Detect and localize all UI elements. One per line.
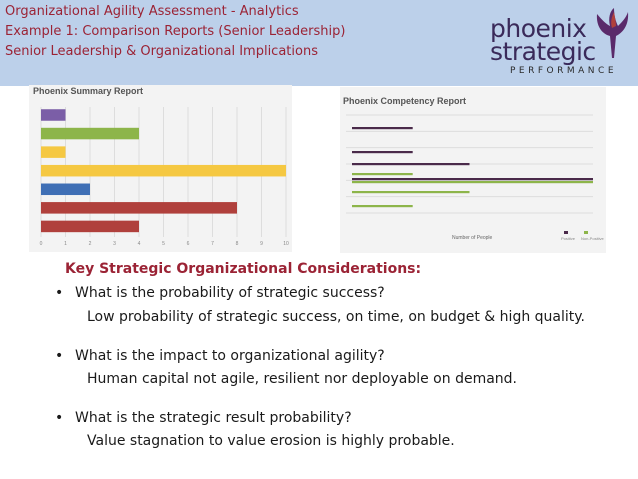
summary-x-tick-label: 10 <box>283 241 289 247</box>
competency-bar <box>352 178 593 181</box>
summary-bar <box>41 146 66 158</box>
summary-x-tick-label: 4 <box>138 241 141 247</box>
competency-bar <box>352 191 470 194</box>
summary-x-tick-label: 0 <box>40 241 43 247</box>
competency-chart-title: Phoenix Competency Report <box>343 96 467 106</box>
question-1-text: What is the probability of strategic suc… <box>75 285 385 301</box>
bullet-icon: • <box>55 410 64 426</box>
logo-word-phoenix: phoenix <box>490 14 587 43</box>
competency-bar <box>352 181 593 184</box>
summary-x-tick-label: 1 <box>64 241 67 247</box>
summary-x-tick-label: 3 <box>113 241 116 247</box>
competency-bar <box>352 151 413 154</box>
title-banner: Organizational Agility Assessment - Anal… <box>0 0 638 86</box>
bullet-icon: • <box>55 285 64 301</box>
competency-x-axis-label: Number of People <box>452 235 493 241</box>
question-2-text: What is the impact to organizational agi… <box>75 348 385 364</box>
question-3: • What is the strategic result probabilit… <box>55 410 352 426</box>
title-line-1: Organizational Agility Assessment - Anal… <box>5 4 299 19</box>
phoenix-strategic-logo: phoenix strategic PERFORMANCE <box>484 2 634 82</box>
question-2: • What is the impact to organizational ag… <box>55 348 385 364</box>
competency-bar <box>352 127 413 130</box>
competency-bar <box>352 205 413 208</box>
summary-x-tick-label: 2 <box>89 241 92 247</box>
summary-x-tick-label: 6 <box>187 241 190 247</box>
title-line-3: Senior Leadership & Organizational Impli… <box>5 44 318 59</box>
logo-word-strategic: strategic <box>490 37 596 66</box>
summary-bars <box>41 109 286 233</box>
competency-legend: Positive Non-Positive <box>561 231 604 241</box>
competency-chart-panel: Phoenix Competency Report Number of Peop… <box>340 87 606 253</box>
competency-bar <box>352 163 470 166</box>
answer-1: Low probability of strategic success, on… <box>87 309 585 325</box>
legend-label: Non-Positive <box>581 236 604 241</box>
summary-bar <box>41 109 66 121</box>
summary-x-tick-label: 5 <box>162 241 165 247</box>
answer-2: Human capital not agile, resilient nor d… <box>87 371 517 387</box>
summary-bar <box>41 127 139 140</box>
question-3-text: What is the strategic result probability… <box>75 410 352 426</box>
summary-x-ticks: 0 1 2 3 4 5 6 7 8 9 10 <box>40 241 289 247</box>
logo-subtitle: PERFORMANCE <box>510 66 618 76</box>
legend-label: Positive <box>561 236 576 241</box>
summary-bar <box>41 202 237 214</box>
bullet-icon: • <box>55 348 64 364</box>
competency-bars <box>352 127 593 208</box>
question-1: • What is the probability of strategic su… <box>55 285 385 301</box>
summary-chart: 0 1 2 3 4 5 6 7 8 9 10 <box>40 107 289 247</box>
summary-bar <box>41 164 286 177</box>
summary-chart-title: Phoenix Summary Report <box>33 86 144 96</box>
title-block: Organizational Agility Assessment - Anal… <box>5 2 345 62</box>
considerations-heading: Key Strategic Organizational Considerati… <box>65 261 422 277</box>
phoenix-bird-icon <box>596 8 629 58</box>
competency-bar <box>352 173 413 176</box>
title-line-2: Example 1: Comparison Reports (Senior Le… <box>5 24 346 39</box>
answer-3: Value stagnation to value erosion is hig… <box>87 433 455 449</box>
summary-x-tick-label: 9 <box>260 241 263 247</box>
summary-chart-panel: Phoenix Summary Report 0 1 2 3 4 5 6 7 8 9 10 <box>29 85 292 252</box>
legend-swatch <box>564 231 568 234</box>
summary-bar <box>41 183 90 196</box>
summary-x-tick-label: 8 <box>236 241 239 247</box>
legend-swatch <box>584 231 588 234</box>
summary-bar <box>41 220 139 233</box>
competency-chart: Number of People Positive Non-Positive <box>346 114 604 241</box>
summary-x-tick-label: 7 <box>211 241 214 247</box>
